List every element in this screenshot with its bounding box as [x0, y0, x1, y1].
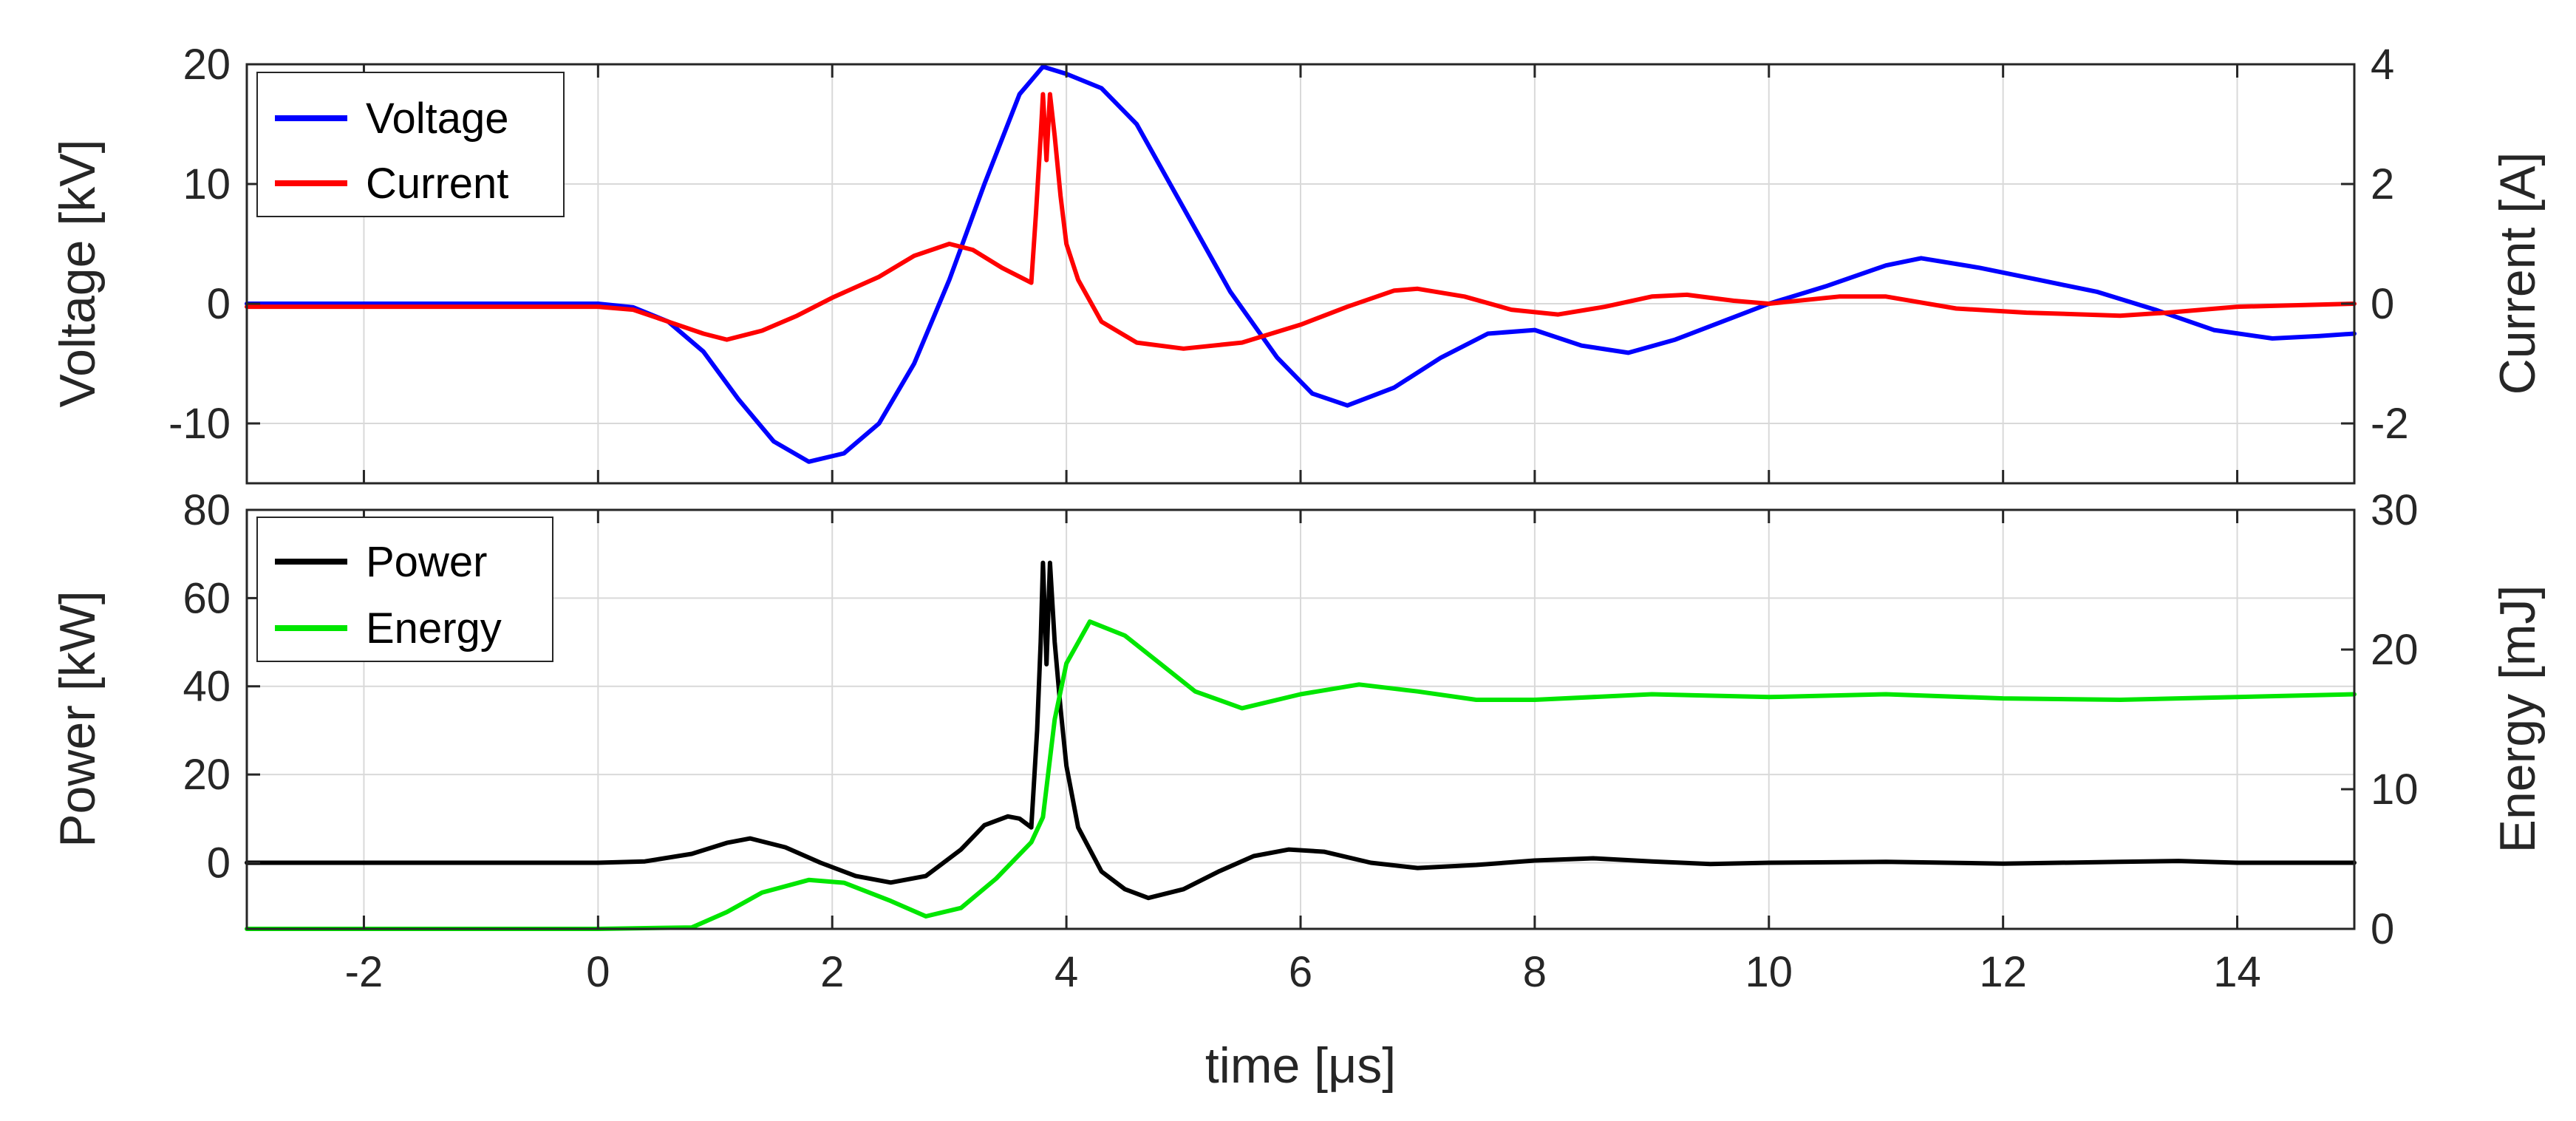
- right-y-tick-label: 20: [2371, 626, 2419, 674]
- time-axis-label: time [μs]: [1205, 1037, 1396, 1094]
- left-y-tick-label: 0: [207, 280, 231, 328]
- bottom-x-ticks: -2 0 2 4 6 8 10 12 14: [345, 510, 2261, 996]
- bottom-series-lines: [245, 560, 2357, 931]
- series-line-voltage: [245, 64, 2357, 464]
- bottom-legend: Power Energy: [256, 517, 553, 662]
- left-y-tick-label: 10: [183, 160, 231, 208]
- series-line-energy: [245, 619, 2357, 931]
- left-y-tick-label: 0: [207, 839, 231, 887]
- left-y-tick-label: -10: [168, 400, 231, 448]
- right-y-tick-label: -2: [2371, 400, 2409, 448]
- left-y-tick-label: 20: [183, 751, 231, 799]
- legend-label-voltage: Voltage: [366, 95, 509, 143]
- x-tick-label: 8: [1523, 948, 1547, 996]
- top-x-ticks: [362, 64, 2239, 483]
- power-axis-label: Power [kW]: [50, 590, 106, 848]
- bottom-left-y-ticks: 0 20 40 60 80: [183, 486, 260, 887]
- energy-axis-label: Energy [mJ]: [2490, 585, 2546, 853]
- top-series-lines: [245, 64, 2357, 464]
- right-y-tick-label: 10: [2371, 766, 2419, 814]
- right-y-tick-label: 0: [2371, 280, 2394, 328]
- top-left-y-ticks: -10 0 10 20: [168, 41, 260, 448]
- legend-label-energy: Energy: [366, 604, 502, 653]
- top-legend-box: [256, 72, 565, 217]
- right-y-tick-label: 0: [2371, 905, 2394, 953]
- left-y-tick-label: 20: [183, 41, 231, 89]
- top-legend: Voltage Current: [256, 72, 565, 217]
- x-tick-label: 14: [2213, 948, 2261, 996]
- legend-label-current: Current: [366, 160, 508, 208]
- current-axis-label: Current [A]: [2490, 152, 2546, 395]
- bottom-right-y-ticks: 0 10 20 30: [2341, 486, 2419, 953]
- series-line-power: [245, 560, 2357, 901]
- series-line-current: [245, 92, 2357, 351]
- x-tick-label: 10: [1745, 948, 1793, 996]
- x-tick-label: 6: [1289, 948, 1312, 996]
- bottom-grid: [247, 509, 2354, 929]
- top-right-y-ticks: -2 0 2 4: [2341, 41, 2409, 448]
- right-y-tick-label: 4: [2371, 41, 2394, 89]
- x-tick-label: 12: [1979, 948, 2027, 996]
- voltage-axis-label: Voltage [kV]: [50, 140, 106, 408]
- left-y-tick-label: 40: [183, 663, 231, 711]
- x-tick-label: 0: [586, 948, 610, 996]
- right-y-tick-label: 30: [2371, 486, 2419, 534]
- left-y-tick-label: 60: [183, 574, 231, 622]
- right-y-tick-label: 2: [2371, 160, 2394, 208]
- x-tick-label: 2: [820, 948, 844, 996]
- bottom-legend-box: [256, 517, 553, 662]
- power-energy-panel: -2 0 2 4 6 8 10 12 14 0 20 40 60 80 0 10 20 30 Power [k…: [50, 486, 2546, 1094]
- x-tick-label: 4: [1054, 948, 1078, 996]
- legend-label-power: Power: [366, 538, 487, 586]
- x-tick-label: -2: [345, 948, 384, 996]
- left-y-tick-label: 80: [183, 486, 231, 534]
